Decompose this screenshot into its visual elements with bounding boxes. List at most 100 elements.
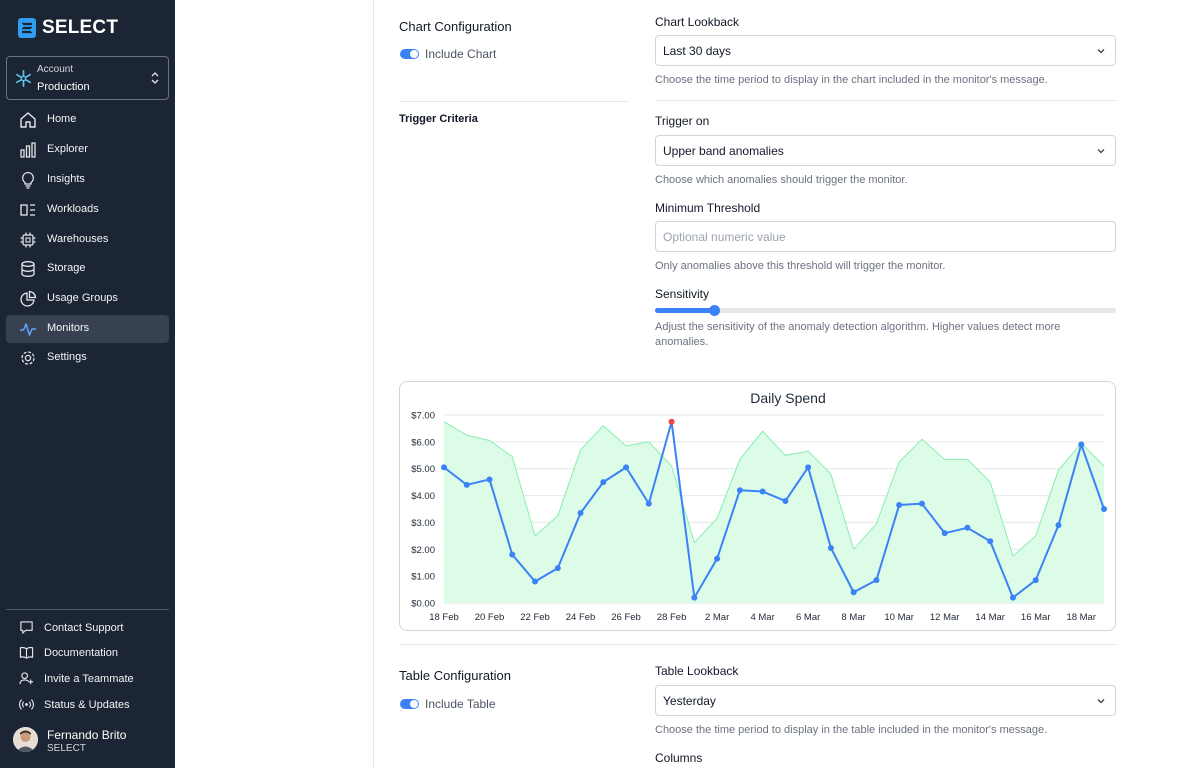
expected-band-area bbox=[444, 421, 1104, 603]
footer-label: Invite a Teammate bbox=[44, 673, 134, 685]
nav-label: Monitors bbox=[47, 322, 90, 334]
x-tick-label: 6 Mar bbox=[796, 612, 820, 623]
columns-label: Columns bbox=[655, 751, 703, 765]
workloads-icon bbox=[20, 204, 35, 216]
bar-chart-icon bbox=[20, 142, 36, 158]
nav-warehouses[interactable]: Warehouses bbox=[6, 226, 169, 254]
x-tick-label: 20 Feb bbox=[475, 612, 505, 623]
nav-label: Home bbox=[47, 113, 77, 125]
data-point bbox=[1055, 522, 1062, 529]
footer-documentation[interactable]: Documentation bbox=[6, 643, 169, 663]
include-table-label: Include Table bbox=[425, 697, 496, 711]
sensitivity-help: Adjust the sensitivity of the anomaly de… bbox=[655, 321, 1061, 348]
data-point bbox=[486, 476, 493, 483]
table-lookback-select[interactable]: Yesterday bbox=[655, 685, 1116, 716]
sensitivity-slider[interactable] bbox=[655, 305, 1116, 316]
nav-explorer[interactable]: Explorer bbox=[6, 136, 169, 164]
anomaly-point bbox=[668, 418, 675, 425]
nav-settings[interactable]: Settings bbox=[6, 344, 169, 372]
minimum-threshold-input[interactable] bbox=[655, 221, 1116, 252]
y-tick-label: $6.00 bbox=[411, 437, 435, 448]
x-tick-label: 24 Feb bbox=[566, 612, 596, 623]
data-point bbox=[850, 589, 857, 596]
chart-lookback-value: Last 30 days bbox=[663, 44, 732, 58]
footer-status-updates[interactable]: Status & Updates bbox=[6, 695, 169, 715]
data-point bbox=[554, 565, 561, 572]
table-lookback-help: Choose the time period to display in the… bbox=[655, 724, 1048, 736]
data-point bbox=[805, 464, 812, 471]
nav-label: Explorer bbox=[47, 143, 88, 155]
trigger-on-select[interactable]: Upper band anomalies bbox=[655, 135, 1116, 166]
table-config-title: Table Configuration bbox=[399, 668, 512, 683]
data-point bbox=[827, 544, 834, 551]
include-chart-toggle[interactable] bbox=[400, 49, 419, 59]
trigger-on-help: Choose which anomalies should trigger th… bbox=[655, 174, 908, 186]
sidebar: SELECT Account Production Home Explorer … bbox=[0, 0, 175, 768]
chart-lookback-select[interactable]: Last 30 days bbox=[655, 35, 1116, 66]
data-point bbox=[1009, 594, 1016, 601]
content-left-border bbox=[373, 0, 374, 768]
data-point bbox=[918, 500, 925, 507]
account-value: Production bbox=[37, 81, 90, 93]
footer-label: Documentation bbox=[44, 647, 118, 659]
nav-monitors[interactable]: Monitors bbox=[6, 315, 169, 343]
chevron-down-icon bbox=[1097, 699, 1105, 704]
user-name: Fernando Brito bbox=[47, 728, 127, 742]
y-tick-label: $0.00 bbox=[411, 599, 435, 610]
user-plus-icon bbox=[19, 672, 34, 685]
broadcast-icon bbox=[19, 699, 34, 710]
footer-invite-teammate[interactable]: Invite a Teammate bbox=[6, 669, 169, 689]
include-chart-toggle-row[interactable]: Include Chart bbox=[400, 47, 496, 61]
chart-preview-card: Daily Spend $0.00 $1.00 $2.00 $3.00 $4.00 $5.0… bbox=[399, 381, 1116, 631]
snowflake-icon bbox=[16, 70, 31, 87]
nav-home[interactable]: Home bbox=[6, 106, 169, 134]
x-tick-label: 2 Mar bbox=[705, 612, 729, 623]
nav-label: Workloads bbox=[47, 203, 99, 215]
data-point bbox=[941, 530, 948, 537]
y-tick-label: $4.00 bbox=[411, 491, 435, 502]
nav-label: Storage bbox=[47, 262, 86, 274]
x-tick-label: 28 Feb bbox=[657, 612, 687, 623]
database-icon bbox=[21, 261, 35, 277]
nav-usage-groups[interactable]: Usage Groups bbox=[6, 285, 169, 313]
user-org: SELECT bbox=[47, 743, 86, 754]
chart-title: Daily Spend bbox=[750, 390, 826, 406]
sensitivity-slider-fill bbox=[655, 308, 715, 313]
pie-chart-icon bbox=[20, 290, 37, 307]
minimum-threshold-help: Only anomalies above this threshold will… bbox=[655, 260, 946, 272]
y-tick-label: $5.00 bbox=[411, 464, 435, 475]
include-table-toggle[interactable] bbox=[400, 699, 419, 709]
x-tick-label: 22 Feb bbox=[520, 612, 550, 623]
data-point bbox=[463, 481, 470, 488]
data-point bbox=[1101, 506, 1107, 512]
footer-contact-support[interactable]: Contact Support bbox=[6, 618, 169, 638]
avatar bbox=[13, 727, 38, 752]
section-divider bbox=[399, 644, 1116, 645]
account-switcher[interactable]: Account Production bbox=[6, 56, 169, 100]
brand-logo[interactable]: SELECT bbox=[18, 17, 118, 39]
data-point bbox=[577, 510, 584, 517]
avatar-image bbox=[13, 727, 38, 752]
nav-insights[interactable]: Insights bbox=[6, 166, 169, 194]
include-chart-label: Include Chart bbox=[425, 47, 497, 61]
daily-spend-chart: Daily Spend $0.00 $1.00 $2.00 $3.00 $4.00 $5.0… bbox=[411, 390, 1107, 623]
trigger-criteria-title: Trigger Criteria bbox=[399, 113, 478, 125]
sensitivity-slider-thumb[interactable] bbox=[708, 305, 720, 316]
nav-workloads[interactable]: Workloads bbox=[6, 196, 169, 224]
expected-band-edge bbox=[443, 421, 1105, 557]
nav-storage[interactable]: Storage bbox=[6, 255, 169, 283]
nav-label: Usage Groups bbox=[47, 292, 118, 304]
data-point bbox=[509, 551, 516, 558]
nav-label: Settings bbox=[47, 351, 87, 363]
chart-lookback-help: Choose the time period to display in the… bbox=[655, 74, 1048, 86]
data-point bbox=[441, 464, 447, 471]
trigger-on-label: Trigger on bbox=[655, 114, 710, 128]
data-point bbox=[736, 487, 743, 494]
book-icon bbox=[19, 646, 34, 659]
x-tick-label: 14 Mar bbox=[975, 612, 1005, 623]
minimum-threshold-label: Minimum Threshold bbox=[655, 201, 761, 215]
include-table-toggle-row[interactable]: Include Table bbox=[400, 697, 496, 711]
chevron-down-icon bbox=[1097, 149, 1105, 154]
x-tick-label: 8 Mar bbox=[842, 612, 866, 623]
x-tick-label: 10 Mar bbox=[884, 612, 914, 623]
